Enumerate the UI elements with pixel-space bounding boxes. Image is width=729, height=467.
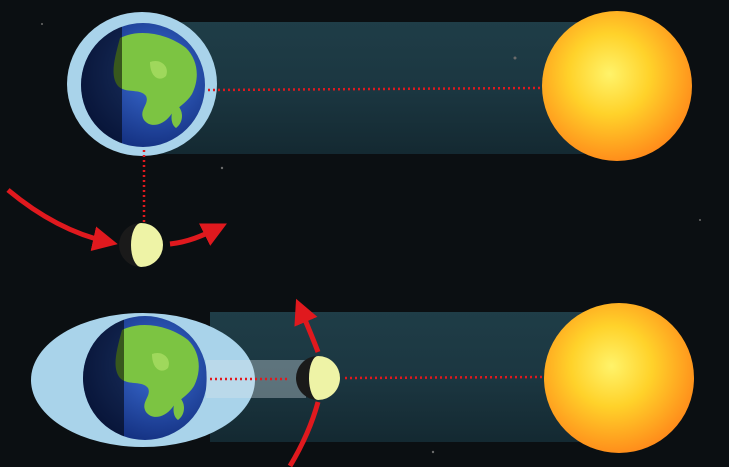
land-mass <box>113 33 197 125</box>
sight-line-moon-sun-bottom <box>344 375 545 380</box>
background-stars <box>41 23 701 454</box>
bottom-panel <box>31 298 694 467</box>
sun-bottom <box>544 303 694 453</box>
sun-top <box>542 11 692 161</box>
orbit-arrow-left-top <box>6 188 118 251</box>
top-panel <box>6 11 692 267</box>
moon-bottom <box>296 356 340 400</box>
sight-line-earth-sun-top <box>207 86 543 92</box>
orbit-arrow-down-bottom <box>287 401 321 467</box>
sunlight-beam-top <box>150 22 620 154</box>
orbit-arrow-right-top <box>169 223 227 247</box>
earth-bottom <box>83 316 207 440</box>
land-mass <box>115 325 199 417</box>
moon-top <box>119 223 163 267</box>
orbit-arrow-up-bottom <box>294 298 321 353</box>
